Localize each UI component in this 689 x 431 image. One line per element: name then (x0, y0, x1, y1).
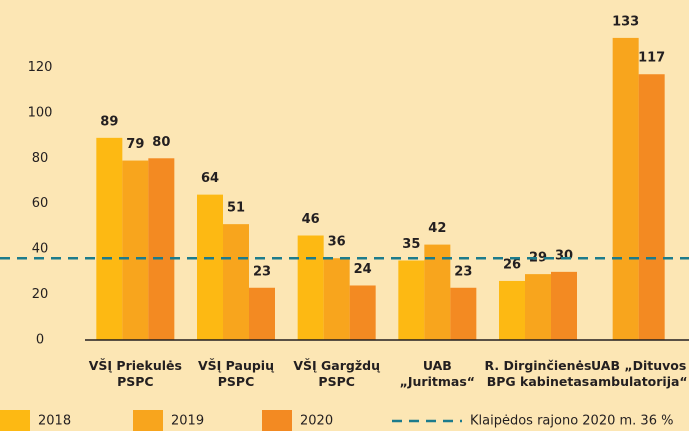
y-tick-label: 0 (36, 333, 44, 348)
x-tick-label-line: PSPC (117, 374, 154, 389)
y-tick-label: 120 (28, 60, 53, 75)
data-label: 117 (638, 51, 665, 66)
x-tick-label: UAB „Dituvos ambulatorija“ (590, 358, 688, 389)
bar (223, 224, 249, 340)
x-tick-label-line: VŠĮ Gargždų (293, 358, 380, 373)
x-tick-label-line: ambulatorija“ (590, 374, 688, 389)
legend-label: Klaipėdos rajono 2020 m. 36 % (470, 414, 673, 429)
data-label: 24 (354, 262, 372, 277)
x-tick-label: R. Dirginčienės BPG kabinetas (485, 358, 592, 389)
bar (148, 158, 175, 340)
data-label: 35 (402, 237, 420, 252)
bar (450, 287, 477, 340)
data-label: 64 (201, 171, 219, 186)
x-tick-label-line: „Juritmas“ (400, 374, 475, 389)
x-tick-label: UAB „Juritmas“ (400, 358, 475, 389)
bar (197, 194, 223, 340)
data-label: 79 (126, 137, 144, 152)
legend-label: 2020 (300, 414, 333, 429)
x-tick-label-line: R. Dirginčienės (485, 358, 592, 373)
x-tick-label-line: BPG kabinetas (487, 374, 590, 389)
bar (499, 280, 525, 340)
y-tick-label: 80 (32, 151, 49, 166)
x-tick-label-line: VŠĮ Priekulės (89, 358, 182, 373)
data-label: 51 (227, 201, 245, 216)
x-tick-label-line: PSPC (318, 374, 355, 389)
legend-swatch (262, 410, 292, 431)
legend-swatch (0, 410, 30, 431)
x-tick-label-line: UAB (423, 358, 452, 373)
x-tick-label: VŠĮ Paupių PSPC (198, 358, 274, 389)
y-tick-label: 40 (32, 242, 49, 257)
bar (424, 244, 451, 340)
data-label: 29 (529, 251, 547, 266)
bar (398, 260, 425, 340)
data-label: 23 (253, 264, 271, 279)
data-label: 80 (152, 135, 170, 150)
data-label: 26 (503, 257, 521, 272)
legend-label: 2018 (38, 414, 71, 429)
x-tick-label-line: PSPC (218, 374, 255, 389)
legend-label: 2019 (171, 414, 204, 429)
bar (249, 287, 275, 340)
data-label: 89 (100, 114, 118, 129)
bar (612, 37, 639, 341)
bar (638, 74, 665, 340)
bar (96, 137, 123, 340)
legend-swatch (133, 410, 163, 431)
y-tick-label: 60 (32, 196, 49, 211)
data-label: 46 (302, 212, 320, 227)
data-label: 36 (328, 235, 346, 250)
x-tick-label-line: UAB „Dituvos (591, 358, 686, 373)
bar (323, 258, 350, 340)
data-label: 30 (555, 248, 573, 263)
x-tick-label: VŠĮ Gargždų PSPC (293, 358, 380, 389)
y-tick-label: 20 (32, 287, 49, 302)
data-label: 42 (428, 221, 446, 236)
data-label: 23 (454, 264, 472, 279)
bar (525, 274, 551, 340)
y-tick-label: 100 (28, 105, 53, 120)
bar (349, 285, 376, 340)
bar (297, 235, 324, 340)
bar (122, 160, 149, 340)
x-tick-label: VŠĮ Priekulės PSPC (89, 358, 182, 389)
data-label: 133 (612, 14, 639, 29)
x-tick-label-line: VŠĮ Paupių (198, 358, 274, 373)
bar (551, 271, 577, 340)
